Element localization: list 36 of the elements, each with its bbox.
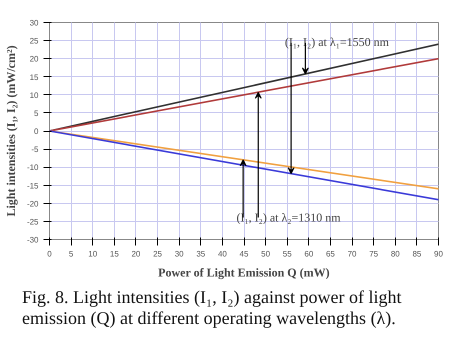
y-tick-label: -30 — [26, 236, 40, 244]
caption: Fig. 8. Light intensities (I₁, I₂) against power of light emission (Q) at different operating wavelengths (λ). — [22, 287, 402, 329]
x-tick-label: 10 — [88, 250, 98, 258]
y-tick-label: 5 — [34, 108, 40, 118]
x-tick-label: 25 — [153, 250, 163, 258]
x-tick-label: 65 — [326, 250, 336, 258]
x-tick-label: 90 — [434, 250, 444, 258]
x-tick-label: 30 — [174, 250, 184, 258]
y-tick-label: 25 — [30, 36, 40, 46]
x-tick-label: 50 — [261, 250, 271, 258]
x-tick-label: 45 — [240, 250, 249, 258]
y-tick-label: 20 — [30, 54, 40, 64]
y-tick-label: 10 — [30, 90, 40, 100]
y-tick-label: 0 — [34, 127, 40, 136]
x-tick-label: 70 — [348, 250, 358, 258]
x-tick-label: 0 — [47, 250, 52, 258]
annotation: (I₁, I₂) at λ₂=1310 nm — [236, 210, 342, 225]
x-tick-label: 55 — [282, 250, 292, 258]
x-tick-label: 5 — [68, 250, 74, 258]
y-tick-label: 30 — [30, 18, 40, 28]
y-tick-label: -25 — [26, 217, 40, 226]
y-tick-label: -15 — [26, 181, 40, 190]
x-tick-label: 20 — [131, 250, 141, 258]
x-tick-label: 60 — [304, 250, 314, 258]
y-tick-label: -20 — [26, 199, 40, 208]
x-tick-label: 15 — [110, 250, 120, 258]
y-tick-label: 15 — [30, 72, 40, 82]
x-tick-label: 40 — [218, 250, 228, 258]
x-axis-title: Power of Light Emission Q (mW) — [158, 266, 330, 280]
x-tick-label: 85 — [412, 250, 422, 258]
x-tick-label: 75 — [369, 250, 379, 258]
y-tick-label: -10 — [26, 163, 40, 172]
y-axis-title: Light intensities (I₁, I₂) (mW/cm²) — [4, 45, 18, 217]
x-tick-label: 35 — [196, 250, 206, 258]
x-tick-label: 80 — [390, 250, 400, 258]
y-tick-label: -5 — [31, 145, 40, 154]
